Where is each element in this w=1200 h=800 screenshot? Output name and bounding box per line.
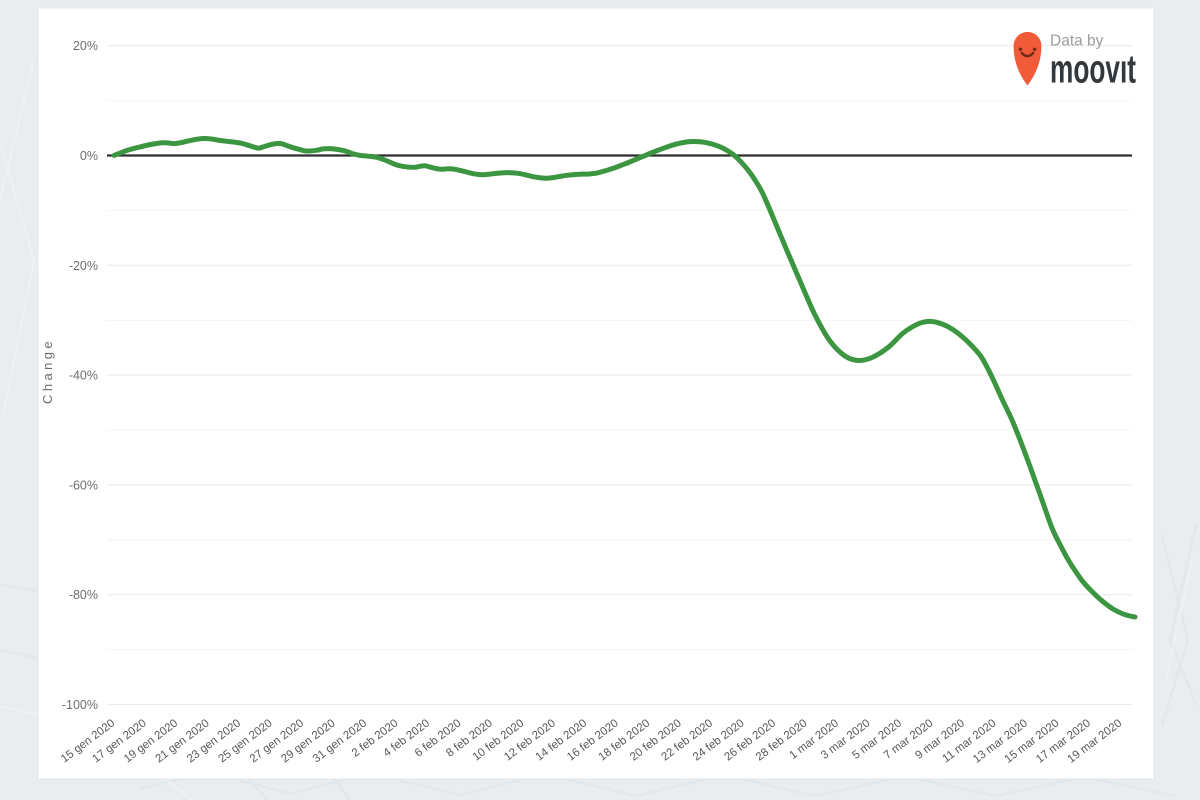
svg-text:Change: Change	[40, 338, 55, 404]
svg-text:20%: 20%	[73, 39, 98, 53]
svg-text:0%: 0%	[80, 149, 98, 163]
svg-text:Data by: Data by	[1050, 33, 1104, 50]
svg-text:moovıt: moovıt	[1050, 47, 1136, 91]
svg-text:-100%: -100%	[62, 698, 98, 712]
svg-text:-20%: -20%	[69, 259, 98, 273]
svg-text:-80%: -80%	[69, 588, 98, 602]
svg-text:-40%: -40%	[69, 369, 98, 383]
svg-text:-60%: -60%	[69, 478, 98, 492]
